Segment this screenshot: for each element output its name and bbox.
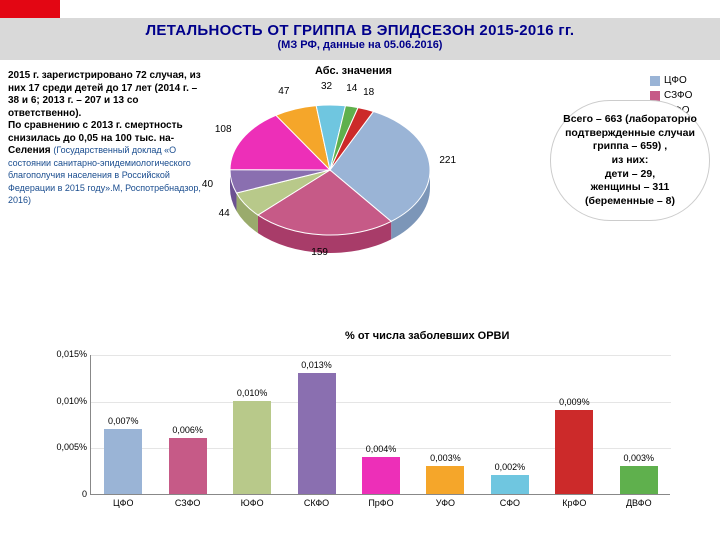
x-category-label: УФО — [420, 498, 470, 508]
legend-item: СЗФО — [650, 90, 710, 101]
y-gridline — [91, 355, 671, 356]
pie-value-label: 44 — [219, 208, 230, 219]
x-category-label: КрФО — [549, 498, 599, 508]
left-line1: 2015 г. зарегистрировано 72 случая, из н… — [8, 70, 201, 119]
legend-item: ЦФО — [650, 75, 710, 86]
bar — [233, 401, 271, 494]
x-category-label: ЮФО — [227, 498, 277, 508]
y-tick-label: 0,010% — [43, 396, 87, 406]
pie-value-label: 14 — [346, 83, 357, 94]
y-tick-label: 0,005% — [43, 442, 87, 452]
bar — [169, 438, 207, 494]
page-title: ЛЕТАЛЬНОСТЬ ОТ ГРИППА В ЭПИДСЕЗОН 2015-2… — [10, 22, 710, 39]
accent-box — [0, 0, 60, 18]
x-category-label: ДВФО — [614, 498, 664, 508]
pie-svg — [210, 65, 470, 285]
bar-value-label: 0,003% — [614, 453, 664, 463]
bar — [104, 429, 142, 494]
right-l3: дети – 29, — [557, 168, 703, 182]
x-category-label: СФО — [485, 498, 535, 508]
bar-value-label: 0,007% — [98, 416, 148, 426]
bar — [426, 466, 464, 494]
pie-value-label: 47 — [278, 86, 289, 97]
y-tick-label: 0 — [43, 489, 87, 499]
right-l2: из них: — [557, 154, 703, 168]
legend-label: ЦФО — [664, 75, 687, 86]
right-l1: Всего – 663 (лабораторно подтвержденные … — [557, 113, 703, 154]
bar — [362, 457, 400, 494]
pie-value-label: 159 — [311, 247, 328, 258]
bars-area: 00,005%0,010%0,015%0,007%ЦФО0,006%СЗФО0,… — [90, 355, 670, 495]
x-category-label: ПрФО — [356, 498, 406, 508]
header: ЛЕТАЛЬНОСТЬ ОТ ГРИППА В ЭПИДСЕЗОН 2015-2… — [0, 18, 720, 60]
pie-value-label: 40 — [202, 179, 213, 190]
bar-value-label: 0,002% — [485, 462, 535, 472]
x-category-label: СКФО — [292, 498, 342, 508]
bar-chart: % от числа заболевших ОРВИ 00,005%0,010%… — [35, 310, 685, 525]
left-line3: Селения — [8, 145, 53, 156]
bar — [491, 475, 529, 494]
y-tick-label: 0,015% — [43, 349, 87, 359]
bar — [298, 373, 336, 494]
legend-swatch — [650, 91, 660, 101]
right-note: Всего – 663 (лабораторно подтвержденные … — [550, 100, 710, 221]
pie-value-label: 221 — [439, 155, 456, 166]
pie-value-label: 32 — [321, 81, 332, 92]
x-category-label: ЦФО — [98, 498, 148, 508]
bar-value-label: 0,009% — [549, 397, 599, 407]
pie-value-label: 108 — [215, 124, 232, 135]
bar-title: % от числа заболевших ОРВИ — [345, 330, 509, 342]
bar — [620, 466, 658, 494]
pie-title: Абс. значения — [315, 65, 392, 77]
bar — [555, 410, 593, 494]
left-note: 2015 г. зарегистрировано 72 случая, из н… — [8, 70, 203, 208]
legend-label: СЗФО — [664, 90, 692, 101]
right-l4: женщины – 311 (беременные – 8) — [557, 181, 703, 208]
page-subtitle: (МЗ РФ, данные на 05.06.2016) — [10, 39, 710, 51]
bar-value-label: 0,006% — [163, 425, 213, 435]
legend-swatch — [650, 76, 660, 86]
bar-value-label: 0,003% — [420, 453, 470, 463]
bar-value-label: 0,010% — [227, 388, 277, 398]
left-line2: По сравнению с 2013 г. смертность снизил… — [8, 120, 183, 144]
pie-chart: Абс. значения 221159444010847321418 — [210, 65, 520, 300]
bar-value-label: 0,004% — [356, 444, 406, 454]
x-category-label: СЗФО — [163, 498, 213, 508]
pie-value-label: 18 — [363, 87, 374, 98]
bar-value-label: 0,013% — [292, 360, 342, 370]
